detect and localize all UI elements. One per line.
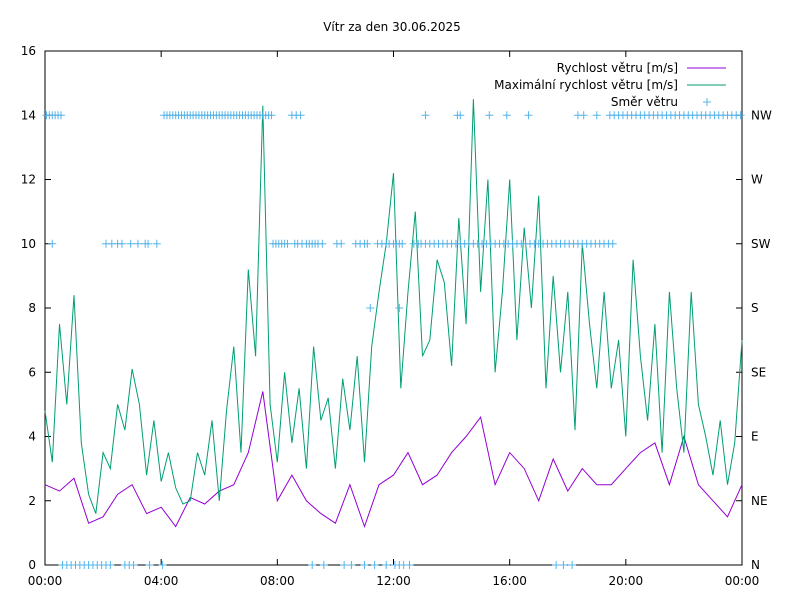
direction-point [363,239,372,248]
x-tick-label: 12:00 [376,574,411,588]
direction-point [56,111,65,120]
x-tick-label: 04:00 [144,574,179,588]
y-tick-label: 6 [28,365,36,379]
x-tick-label: 00:00 [28,574,63,588]
direction-point [579,111,588,120]
direction-point [592,111,601,120]
direction-point [485,111,494,120]
direction-point [559,561,568,569]
y2-tick-label: E [751,430,759,444]
direction-point [145,561,154,569]
plot-frame [44,50,743,566]
series-line-0 [44,391,743,529]
y-tick-label: 14 [21,108,36,122]
legend-label: Maximální rychlost větru [m/s] [494,78,678,92]
x-tick-label: 20:00 [609,574,644,588]
legend-swatch [703,98,711,106]
y-tick-label: 10 [21,237,36,251]
y-tick-label: 16 [21,44,36,58]
direction-point [736,111,745,120]
x-tick-label: 08:00 [260,574,295,588]
legend: Rychlost větru [m/s] Maximální rychlost v… [494,61,726,109]
direction-point [129,561,138,569]
direction-point [319,561,328,569]
y-tick-label: 0 [28,558,36,572]
y-tick-label: 2 [28,494,36,508]
direction-point [395,304,404,312]
y2-tick-label: W [751,173,763,187]
direction-point [360,561,369,569]
direction-point [283,239,292,248]
direction-point [340,561,349,569]
y2-tick-label: SW [751,237,771,251]
x-tick-label: 00:00 [725,574,760,588]
direction-point [126,239,135,248]
y-tick-label: 4 [28,430,36,444]
chart-title: Vítr za den 30.06.2025 [323,20,461,34]
direction-point [421,111,430,120]
legend-label: Směr větru [611,95,678,109]
y-tick-label: 8 [28,301,36,315]
y2-tick-label: N [751,558,760,572]
direction-point [318,239,327,248]
direction-point [144,239,153,248]
legend-label: Rychlost větru [m/s] [557,61,678,75]
direction-point [405,561,414,569]
direction-point [366,304,375,312]
direction-point [308,561,317,569]
series-line-1 [44,99,743,514]
axis-ticks: 00:00 04:00 08:00 12:00 16:00 20:00 00:00 0 2 4 6 8… [21,44,772,588]
direction-point [267,111,276,120]
y2-tick-label: NW [751,108,772,122]
x-tick-label: 16:00 [492,574,527,588]
direction-point [456,111,465,120]
direction-point [117,239,126,248]
y2-tick-label: SE [751,365,766,379]
direction-point [524,111,533,120]
direction-point [106,561,115,569]
direction-point [608,239,617,248]
direction-point [568,561,577,569]
direction-point [48,239,57,248]
direction-point [347,561,356,569]
direction-point [133,239,142,248]
direction-point [382,561,391,569]
direction-point [296,111,305,120]
y-tick-label: 12 [21,173,36,187]
direction-point [398,239,407,248]
direction-point [337,239,346,248]
y2-tick-label: NE [751,494,768,508]
direction-point [502,111,511,120]
direction-point [552,561,561,569]
direction-point [370,561,379,569]
y2-tick-label: S [751,301,759,315]
direction-point [158,561,167,569]
series-layer [42,99,745,569]
direction-point [152,239,161,248]
